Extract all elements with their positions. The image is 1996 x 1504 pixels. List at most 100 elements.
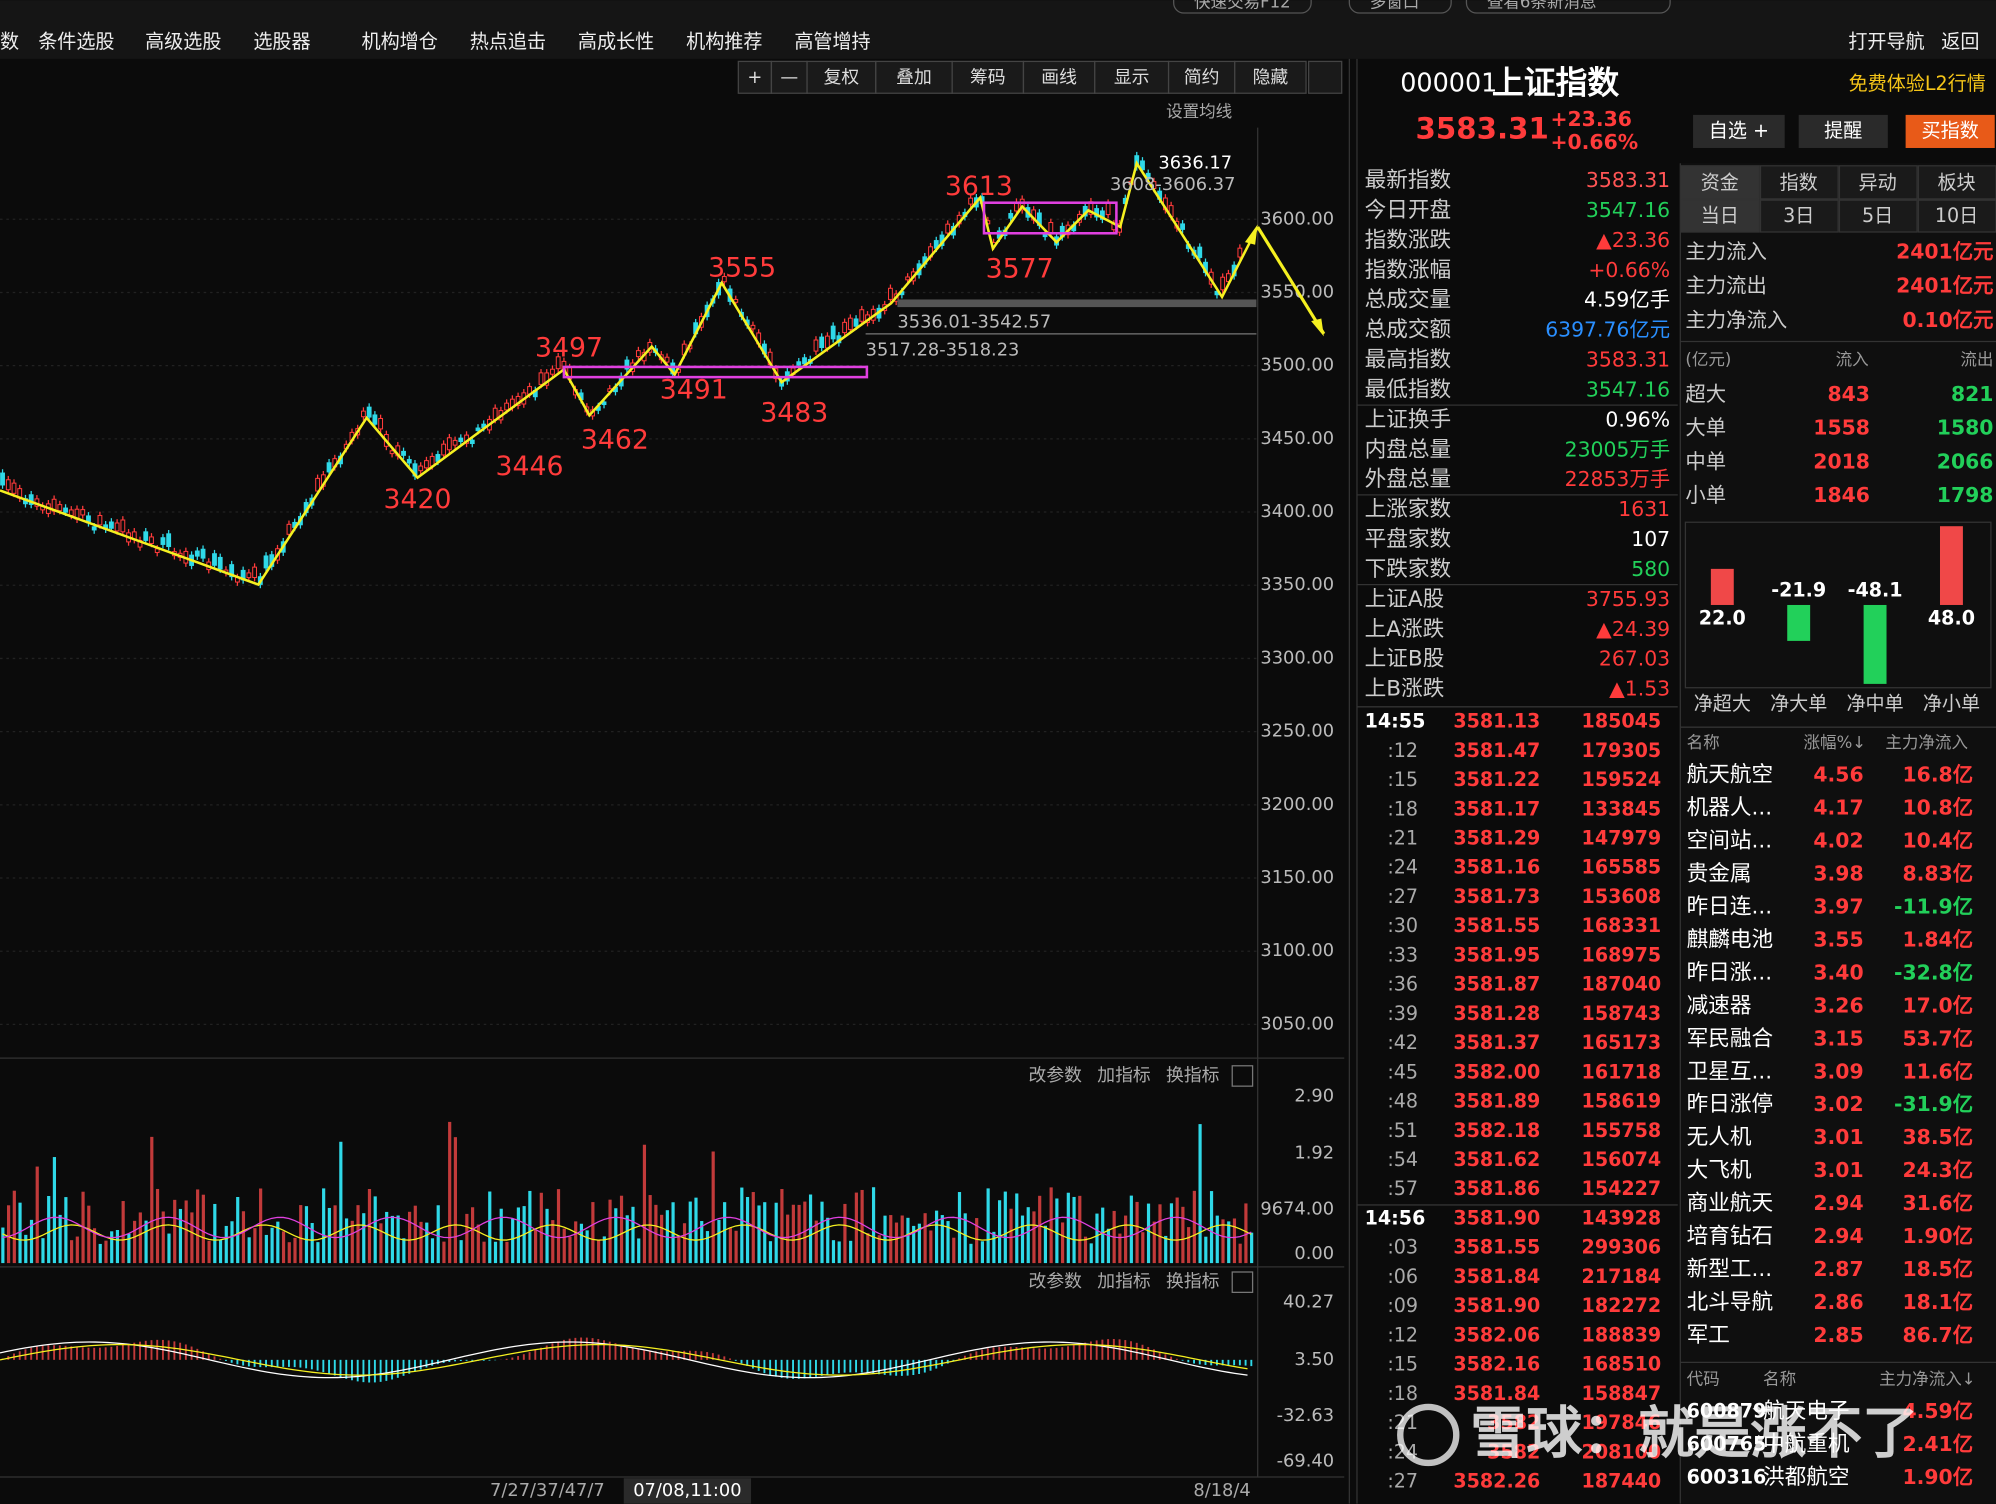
sector-name[interactable]: 航天航空 bbox=[1687, 763, 1774, 788]
close-button[interactable] bbox=[1231, 1065, 1254, 1087]
sector-name[interactable]: 减速器 bbox=[1687, 993, 1752, 1018]
panel-button[interactable]: 改参数 bbox=[1029, 1065, 1083, 1086]
tick-volume: 156074 bbox=[1582, 1148, 1662, 1171]
volume-bar bbox=[161, 1211, 165, 1264]
tool-button[interactable] bbox=[806, 60, 877, 94]
stock-name[interactable]: 航天电子 bbox=[1763, 1399, 1850, 1424]
sector-name[interactable]: 贵金属 bbox=[1687, 861, 1752, 886]
panel-button[interactable]: 加指标 bbox=[1097, 1065, 1151, 1086]
top-button[interactable] bbox=[1348, 0, 1452, 14]
quote-button-label[interactable]: 提醒 bbox=[1824, 119, 1862, 142]
tool-button-label[interactable]: 叠加 bbox=[896, 67, 932, 88]
tool-button-label[interactable]: 画线 bbox=[1041, 67, 1077, 88]
sector-name[interactable]: 商业航天 bbox=[1687, 1191, 1774, 1216]
period-tab-label[interactable]: 5日 bbox=[1862, 204, 1893, 227]
top-button-label[interactable]: 快速交易F12 bbox=[1194, 0, 1291, 11]
tool-button-label[interactable]: 简约 bbox=[1184, 67, 1220, 88]
volume-bar bbox=[407, 1211, 412, 1264]
volume-bar bbox=[379, 1223, 383, 1264]
period-tab-label[interactable]: 10日 bbox=[1935, 204, 1978, 227]
tool-button[interactable] bbox=[1022, 60, 1096, 94]
top-button-label[interactable]: 多窗口 bbox=[1370, 0, 1420, 11]
top-button[interactable] bbox=[1465, 0, 1671, 14]
panel-button[interactable]: 换指标 bbox=[1166, 1065, 1220, 1086]
close-button[interactable] bbox=[1231, 1271, 1254, 1294]
volume-bar bbox=[889, 1215, 893, 1264]
quote-button[interactable] bbox=[1905, 114, 1995, 148]
fullscreen-button[interactable] bbox=[1307, 60, 1343, 94]
tick-volume: 158743 bbox=[1582, 1002, 1662, 1025]
menu-item[interactable]: 条件选股 bbox=[38, 30, 114, 53]
period-tab-label[interactable]: 3日 bbox=[1783, 204, 1814, 227]
sector-name[interactable]: 机器人... bbox=[1687, 796, 1773, 821]
tool-button[interactable] bbox=[1094, 60, 1170, 94]
quote-button-label[interactable]: 买指数 bbox=[1922, 119, 1979, 142]
sector-name[interactable]: 昨日连... bbox=[1687, 894, 1773, 919]
quote-button[interactable] bbox=[1693, 114, 1785, 148]
tool-button-label[interactable]: — bbox=[780, 67, 798, 88]
menu-item[interactable]: 机构推荐 bbox=[686, 30, 762, 53]
stock-name[interactable]: 中航重机 bbox=[1763, 1432, 1850, 1457]
sector-name[interactable]: 空间站... bbox=[1687, 828, 1773, 853]
menu-item[interactable]: 返回 bbox=[1941, 30, 1979, 53]
volume-bar bbox=[264, 1234, 268, 1264]
period-tab[interactable] bbox=[1917, 199, 1996, 233]
tool-button-label[interactable]: 复权 bbox=[824, 67, 860, 88]
menu-item[interactable]: 热点追击 bbox=[470, 30, 546, 53]
sector-name[interactable]: 昨日涨... bbox=[1687, 960, 1773, 985]
fund-tab[interactable] bbox=[1759, 165, 1839, 200]
sector-name[interactable]: 麒麟电池 bbox=[1687, 927, 1774, 952]
tick-price: 3581.90 bbox=[1453, 1294, 1540, 1317]
top-button[interactable] bbox=[1173, 0, 1312, 14]
period-tab[interactable] bbox=[1838, 199, 1918, 233]
stock-name[interactable]: 洪都航空 bbox=[1763, 1465, 1850, 1490]
top-button-label[interactable]: 查看6条新消息 bbox=[1487, 0, 1597, 11]
menu-item[interactable]: 数 bbox=[0, 30, 19, 53]
tool-button[interactable] bbox=[1167, 60, 1236, 94]
fund-tab-label[interactable]: 异动 bbox=[1859, 171, 1897, 194]
tool-button-label[interactable]: 隐藏 bbox=[1253, 67, 1289, 88]
sector-name[interactable]: 昨日涨停 bbox=[1687, 1092, 1774, 1117]
quote-button[interactable] bbox=[1798, 114, 1888, 148]
menu-item[interactable]: 机构增仓 bbox=[362, 30, 438, 53]
menu-item[interactable]: 高成长性 bbox=[578, 30, 654, 53]
sector-name[interactable]: 军工 bbox=[1687, 1323, 1730, 1348]
sector-name[interactable]: 无人机 bbox=[1687, 1125, 1752, 1150]
l2-link[interactable]: 免费体验L2行情 bbox=[1849, 72, 1986, 95]
volume-bar bbox=[831, 1240, 836, 1264]
panel-button[interactable]: 换指标 bbox=[1166, 1271, 1220, 1292]
fund-tab-label[interactable]: 指数 bbox=[1780, 171, 1818, 194]
quote-button-label[interactable]: 自选 + bbox=[1709, 119, 1769, 142]
fund-tab[interactable] bbox=[1917, 165, 1996, 200]
tick-volume: 179305 bbox=[1582, 739, 1662, 762]
menu-item[interactable]: 高管增持 bbox=[794, 30, 870, 53]
menu-item[interactable]: 选股器 bbox=[253, 30, 310, 53]
volume-bar bbox=[957, 1192, 962, 1264]
menu-item[interactable]: 打开导航 bbox=[1848, 30, 1924, 53]
tool-button[interactable] bbox=[770, 60, 808, 94]
sector-name[interactable]: 大飞机 bbox=[1687, 1158, 1752, 1183]
tool-button-label[interactable]: 筹码 bbox=[970, 67, 1006, 88]
period-tab[interactable] bbox=[1680, 199, 1760, 233]
tool-button[interactable] bbox=[875, 60, 953, 94]
period-tab-label[interactable]: 当日 bbox=[1701, 204, 1739, 227]
sector-name[interactable]: 军民融合 bbox=[1687, 1026, 1774, 1051]
panel-button[interactable]: 改参数 bbox=[1029, 1271, 1083, 1292]
tool-button[interactable] bbox=[1234, 60, 1307, 94]
flow-bar-label: -21.9 bbox=[1771, 578, 1826, 601]
fund-tab[interactable] bbox=[1838, 165, 1918, 200]
menu-item[interactable]: 高级选股 bbox=[145, 30, 221, 53]
tool-button[interactable] bbox=[737, 60, 773, 94]
sector-name[interactable]: 卫星互... bbox=[1687, 1059, 1773, 1084]
fund-tab-label[interactable]: 板块 bbox=[1937, 171, 1975, 194]
panel-button[interactable]: 加指标 bbox=[1097, 1271, 1151, 1292]
sector-name[interactable]: 培育钻石 bbox=[1687, 1224, 1774, 1249]
tool-button[interactable] bbox=[951, 60, 1025, 94]
sector-name[interactable]: 北斗导航 bbox=[1687, 1290, 1774, 1315]
fund-tab[interactable] bbox=[1680, 165, 1760, 200]
fund-tab-label[interactable]: 资金 bbox=[1701, 171, 1739, 194]
sector-name[interactable]: 新型工... bbox=[1687, 1257, 1773, 1282]
period-tab[interactable] bbox=[1759, 199, 1839, 233]
tool-button-label[interactable]: + bbox=[747, 67, 762, 88]
tool-button-label[interactable]: 显示 bbox=[1114, 67, 1150, 88]
